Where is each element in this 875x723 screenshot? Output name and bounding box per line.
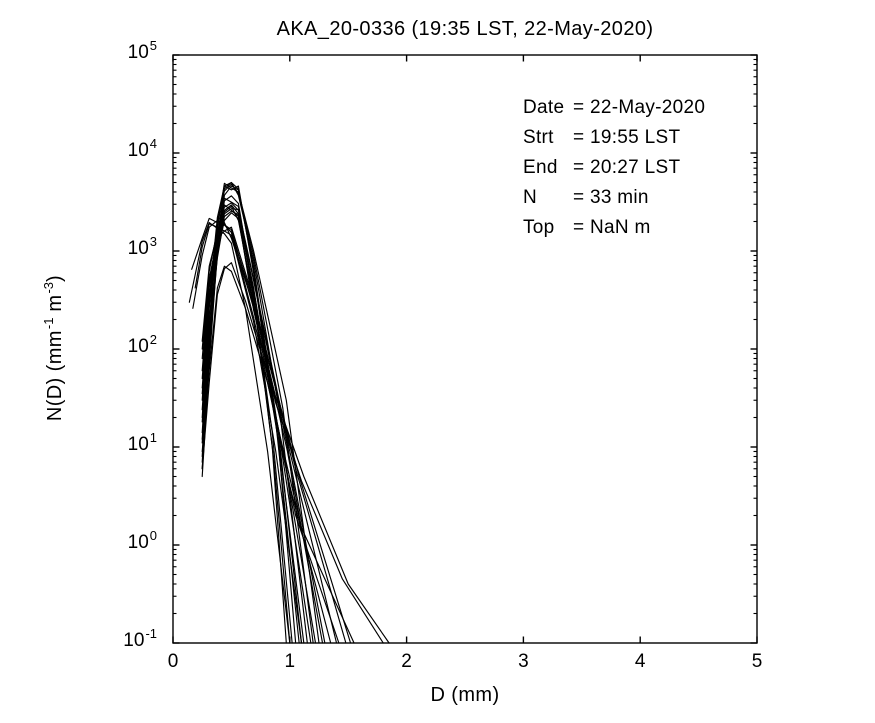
annotation-line: N = 33 min bbox=[523, 183, 705, 213]
x-tick-label: 0 bbox=[167, 651, 179, 672]
y-tick-label: 102 bbox=[87, 332, 157, 359]
spectrum-line bbox=[201, 226, 347, 644]
y-tick-label: 103 bbox=[87, 234, 157, 261]
y-tick-exponent: 2 bbox=[149, 332, 157, 347]
y-tick-base: 10 bbox=[127, 42, 149, 63]
y-tick-exponent: 3 bbox=[149, 234, 157, 249]
y-tick-label: 10-1 bbox=[87, 626, 157, 653]
y-tick-label: 104 bbox=[87, 136, 157, 163]
annotation-block: Date = 22-May-2020 Strt = 19:55 LST End = 20:… bbox=[523, 93, 705, 243]
y-tick-base: 10 bbox=[127, 434, 149, 455]
y-tick-exponent: -1 bbox=[145, 626, 157, 641]
annotation-line: Date = 22-May-2020 bbox=[523, 93, 705, 123]
y-tick-exponent: 0 bbox=[149, 528, 157, 543]
x-tick-label: 3 bbox=[518, 651, 529, 672]
y-tick-base: 10 bbox=[123, 630, 145, 651]
y-axis-label-mid: m bbox=[44, 294, 66, 318]
spectrum-line bbox=[201, 182, 320, 644]
annotation-line: Top = NaN m bbox=[523, 213, 705, 243]
spectrum-line bbox=[201, 183, 314, 644]
y-tick-exponent: 4 bbox=[149, 136, 157, 151]
plot-title: AKA_20-0336 (19:35 LST, 22-May-2020) bbox=[276, 18, 654, 40]
y-tick-exponent: 5 bbox=[149, 38, 157, 53]
x-axis-label: D (mm) bbox=[430, 684, 500, 706]
x-tick-label: 1 bbox=[284, 651, 296, 672]
y-tick-label: 105 bbox=[87, 38, 157, 65]
y-axis-label-text: N(D) (mm bbox=[44, 330, 66, 422]
annotation-value: = 22-May-2020 bbox=[573, 97, 706, 118]
annotation-label: Date bbox=[523, 97, 565, 118]
y-tick-exponent: 1 bbox=[149, 430, 157, 445]
spectrum-line bbox=[201, 222, 352, 644]
y-tick-base: 10 bbox=[127, 238, 149, 259]
spectrum-line bbox=[201, 197, 291, 644]
annotation-label: N bbox=[523, 187, 538, 208]
y-tick-base: 10 bbox=[127, 336, 149, 357]
spectrum-line bbox=[201, 262, 340, 644]
y-tick-label: 100 bbox=[87, 528, 157, 555]
spectrum-line bbox=[201, 205, 293, 644]
annotation-value: = 20:27 LST bbox=[573, 157, 681, 178]
spectrum-line bbox=[201, 265, 355, 644]
y-axis-label: N(D) (mm-1 m-3) bbox=[41, 228, 72, 468]
annotation-line: End = 20:27 LST bbox=[523, 153, 705, 183]
annotation-label: Strt bbox=[523, 127, 554, 148]
x-tick-label: 4 bbox=[634, 651, 646, 672]
y-axis-label-post: ) bbox=[44, 274, 66, 282]
spectrum-line bbox=[191, 217, 324, 644]
annotation-label: Top bbox=[523, 217, 555, 238]
y-tick-base: 10 bbox=[127, 532, 149, 553]
annotation-value: = 33 min bbox=[573, 187, 649, 208]
x-tick-label: 2 bbox=[401, 651, 412, 672]
annotation-value: = 19:55 LST bbox=[573, 127, 681, 148]
annotation-line: Strt = 19:55 LST bbox=[523, 123, 705, 153]
y-axis-label-sup1: -1 bbox=[41, 317, 56, 330]
x-tick-label: 5 bbox=[751, 651, 763, 672]
y-axis-label-sup2: -3 bbox=[41, 281, 56, 294]
spectrum-line bbox=[188, 222, 291, 644]
annotation-value: = NaN m bbox=[573, 217, 651, 238]
y-tick-base: 10 bbox=[127, 140, 149, 161]
y-tick-label: 101 bbox=[87, 430, 157, 457]
annotation-label: End bbox=[523, 157, 558, 178]
